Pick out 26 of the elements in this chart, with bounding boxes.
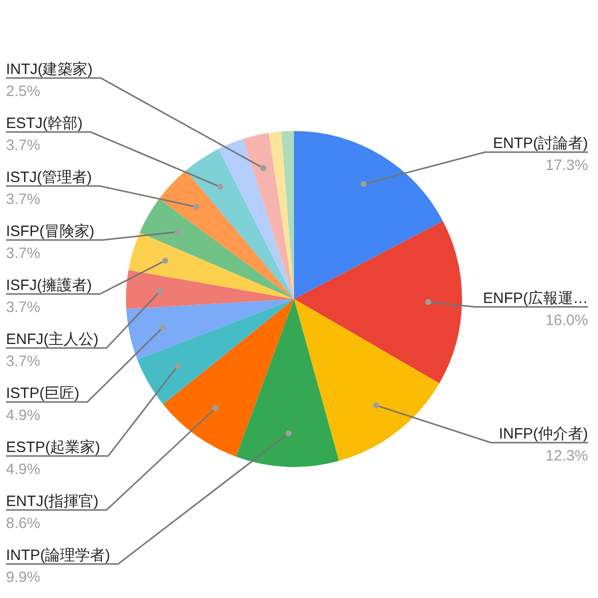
slice-label: ISTP(巨匠)	[6, 385, 80, 402]
data-label: 3.7%	[6, 353, 40, 370]
data-label: 3.7%	[6, 245, 40, 262]
slice-label: ENTP(討論者)	[493, 135, 588, 152]
slice-label: INTP(論理学者)	[6, 547, 110, 564]
slice-label: ENTJ(指揮官)	[6, 493, 98, 510]
data-label: 3.7%	[6, 191, 40, 208]
slice-label: INFP(仲介者)	[498, 426, 588, 443]
data-label: 4.9%	[6, 407, 40, 424]
data-label: 16.0%	[545, 312, 588, 329]
slice-label: ISFJ(擁護者)	[6, 277, 92, 294]
slice-label: ENFJ(主人公)	[6, 331, 98, 348]
data-label: 2.5%	[6, 83, 40, 100]
slice-label: ENFP(広報運…	[483, 290, 588, 307]
data-label: 4.9%	[6, 461, 40, 478]
slice-label: ISFP(冒険家)	[6, 223, 94, 240]
data-label: 12.3%	[545, 448, 588, 465]
data-label: 17.3%	[545, 157, 588, 174]
data-label: 3.7%	[6, 299, 40, 316]
slice-label: ISTJ(管理者)	[6, 169, 92, 186]
slice-label: ESTJ(幹部)	[6, 115, 83, 132]
slice-label: ESTP(起業家)	[6, 439, 100, 456]
data-label: 8.6%	[6, 515, 40, 532]
data-label: 9.9%	[6, 569, 40, 586]
slice-label: INTJ(建築家)	[6, 61, 93, 78]
data-label: 3.7%	[6, 137, 40, 154]
